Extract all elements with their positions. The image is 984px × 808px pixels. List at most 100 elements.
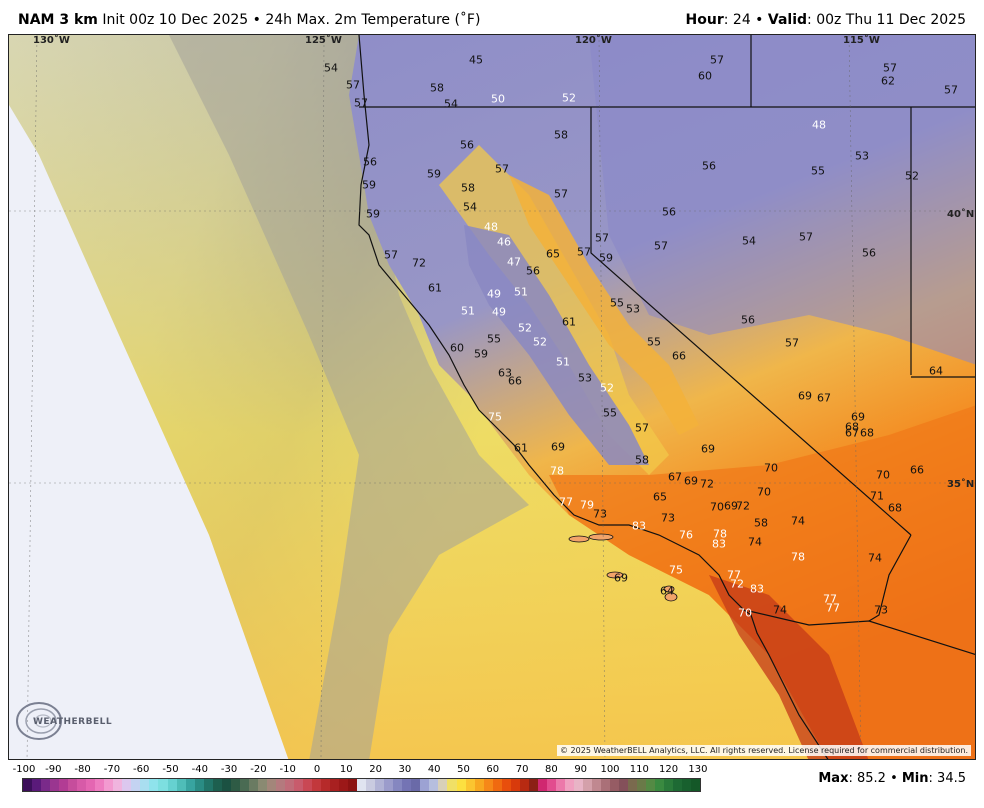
temperature-label: 77 — [559, 495, 573, 509]
colorbar-swatch — [68, 779, 78, 791]
temperature-label: 57 — [654, 239, 668, 253]
colorbar-tick-label: 60 — [486, 764, 500, 775]
temperature-label: 58 — [430, 81, 444, 95]
colorbar-swatch — [176, 779, 186, 791]
colorbar-tick-label: 90 — [574, 764, 588, 775]
colorbar-swatch — [673, 779, 683, 791]
colorbar-swatch — [312, 779, 322, 791]
temperature-label: 54 — [324, 61, 338, 75]
temperature-label: 57 — [354, 96, 368, 110]
colorbar-tick-label: 30 — [398, 764, 412, 775]
temperature-label: 57 — [577, 245, 591, 259]
temperature-label: 49 — [487, 287, 501, 301]
colorbar-tick-label: 40 — [427, 764, 441, 775]
colorbar-swatch — [104, 779, 114, 791]
max-min-readout: Max: 85.2 • Min: 34.5 — [818, 771, 966, 786]
temperature-label: 74 — [868, 551, 882, 565]
colorbar-swatch — [537, 779, 547, 791]
temperature-label: 53 — [855, 149, 869, 163]
temperature-label: 64 — [660, 584, 674, 598]
colorbar-swatch — [573, 779, 583, 791]
colorbar-swatch — [619, 779, 629, 791]
temperature-label: 77 — [823, 592, 837, 606]
longitude-label: 125˚W — [305, 35, 342, 46]
colorbar-swatch — [610, 779, 620, 791]
colorbar-swatch — [149, 779, 159, 791]
temperature-label: 75 — [669, 563, 683, 577]
colorbar-swatch — [438, 779, 448, 791]
colorbar-swatch — [465, 779, 475, 791]
temperature-label: 45 — [469, 53, 483, 67]
temperature-label: 48 — [812, 118, 826, 132]
temperature-label: 59 — [362, 178, 376, 192]
temperature-label: 61 — [514, 441, 528, 455]
longitude-label: 115˚W — [843, 35, 880, 46]
colorbar-swatch — [483, 779, 493, 791]
colorbar-swatch — [528, 779, 538, 791]
longitude-label: 130˚W — [33, 35, 70, 46]
temperature-label: 52 — [533, 335, 547, 349]
temperature-label: 70 — [710, 500, 724, 514]
temperature-label: 50 — [491, 92, 505, 106]
colorbar-swatch — [655, 779, 665, 791]
temperature-label: 52 — [562, 91, 576, 105]
colorbar-tick-label: 50 — [457, 764, 470, 775]
temperature-label: 73 — [874, 603, 888, 617]
temperature-label: 70 — [757, 485, 771, 499]
temperature-label: 78 — [713, 527, 727, 541]
model-name: NAM 3 km — [18, 12, 98, 28]
temperature-label: 64 — [929, 364, 943, 378]
temperature-label: 69 — [684, 474, 698, 488]
colorbar-tick-label: -100 — [12, 764, 36, 775]
colorbar-swatch — [646, 779, 656, 791]
temperature-label: 56 — [702, 159, 716, 173]
colorbar-tick-label: -10 — [279, 764, 296, 775]
colorbar-swatch — [257, 779, 267, 791]
temperature-label: 49 — [492, 305, 506, 319]
temperature-label: 58 — [554, 128, 568, 142]
colorbar-tick-label: -30 — [220, 764, 238, 775]
temperature-label: 52 — [600, 381, 614, 395]
colorbar-swatch — [339, 779, 349, 791]
temperature-label: 51 — [556, 355, 570, 369]
temperature-label: 56 — [363, 155, 377, 169]
temperature-label: 57 — [944, 83, 958, 97]
colorbar-swatch — [348, 779, 358, 791]
colorbar-swatch — [59, 779, 69, 791]
colorbar-swatch — [546, 779, 556, 791]
colorbar-swatch — [50, 779, 60, 791]
temperature-label: 73 — [661, 511, 675, 525]
colorbar-tick-label: 0 — [313, 764, 321, 775]
temperature-label: 83 — [750, 582, 764, 596]
colorbar-swatch — [212, 779, 222, 791]
temperature-label: 56 — [526, 264, 540, 278]
temperature-label: 66 — [672, 349, 686, 363]
colorbar-swatch — [302, 779, 312, 791]
temperature-label: 75 — [488, 410, 502, 424]
temperature-label: 72 — [412, 256, 426, 270]
temperature-colorbar — [22, 778, 701, 792]
colorbar-ticks: -100 -90 -80 -70 -60 -50 -40 -30 -20 -10 0 10 20 30 40… — [0, 764, 720, 778]
colorbar-swatch — [691, 779, 701, 791]
colorbar-tick-label: 70 — [515, 764, 529, 775]
colorbar-swatch — [402, 779, 412, 791]
colorbar-swatch — [266, 779, 276, 791]
colorbar-swatch — [601, 779, 611, 791]
temperature-label: 67 — [668, 470, 682, 484]
colorbar-swatch — [140, 779, 150, 791]
colorbar-swatch — [429, 779, 439, 791]
temperature-label: 55 — [647, 335, 661, 349]
colorbar-swatch — [321, 779, 331, 791]
temperature-label: 57 — [595, 231, 609, 245]
colorbar-swatch — [284, 779, 294, 791]
temperature-label: 73 — [593, 507, 607, 521]
colorbar-swatch — [664, 779, 674, 791]
temperature-label: 63 — [498, 366, 512, 380]
colorbar-swatch — [637, 779, 647, 791]
temperature-label: 68 — [888, 501, 902, 515]
temperature-label: 47 — [507, 255, 521, 269]
colorbar-swatch — [158, 779, 168, 791]
longitude-label: 120˚W — [575, 35, 612, 46]
temperature-label: 55 — [487, 332, 501, 346]
temperature-label: 58 — [461, 181, 475, 195]
